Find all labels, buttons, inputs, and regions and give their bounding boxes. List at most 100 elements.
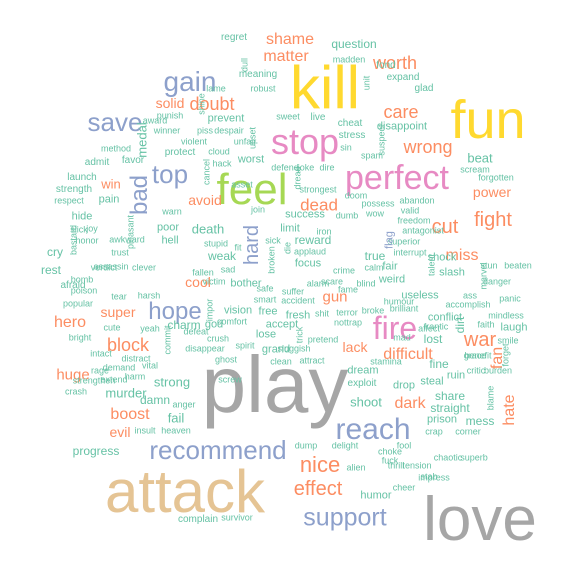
cloud-word: launch <box>67 172 97 183</box>
cloud-word: doom <box>344 190 368 201</box>
cloud-word: winner <box>153 125 181 136</box>
cloud-word: doubt <box>189 94 235 114</box>
cloud-word: stun <box>480 260 498 271</box>
cloud-word: accept <box>265 318 299 331</box>
cloud-word: bother <box>230 277 262 290</box>
cloud-word: dark <box>394 395 426 412</box>
cloud-word: bright <box>68 332 92 343</box>
cloud-word: mess <box>465 414 495 428</box>
cloud-word: tear <box>111 291 127 302</box>
cloud-word: prevent <box>207 112 245 125</box>
cloud-word: dull <box>239 57 250 73</box>
cloud-word: defeat <box>183 326 209 337</box>
cloud-word: die <box>282 241 293 255</box>
cloud-word: humour <box>383 296 415 307</box>
cloud-word: cut <box>431 216 459 238</box>
cloud-word: protect <box>164 147 196 158</box>
cloud-word: despair <box>214 125 244 136</box>
cloud-word: insult <box>134 425 156 436</box>
cloud-word: pain <box>98 193 120 206</box>
cloud-word: crush <box>206 333 230 344</box>
cloud-word: strength <box>55 184 93 195</box>
cloud-word: fail <box>167 410 185 426</box>
cloud-word: pretend <box>307 334 339 345</box>
cloud-word: forget <box>500 343 511 367</box>
cloud-word: weird <box>378 273 406 286</box>
cloud-word: piss <box>196 125 214 136</box>
cloud-word: meaning <box>238 69 278 80</box>
cloud-word: verdict <box>90 262 118 273</box>
cloud-word: question <box>331 37 377 51</box>
cloud-word: calm <box>364 262 384 273</box>
cloud-word: critic <box>466 365 486 376</box>
cloud-word: cry <box>47 245 63 259</box>
cloud-word: cheat <box>337 118 363 129</box>
cloud-word: play <box>201 340 349 429</box>
cloud-word: yeah <box>140 323 160 334</box>
cloud-word: joke <box>297 162 315 173</box>
cloud-word: cloud <box>208 146 230 157</box>
cloud-word: mindless <box>488 310 524 321</box>
cloud-word: lost <box>423 332 443 346</box>
cloud-word: avoid <box>188 192 222 208</box>
cloud-word: recommend <box>149 435 287 465</box>
cloud-word: steal <box>420 375 444 388</box>
cloud-word: talent <box>426 253 437 277</box>
cloud-word: dumb <box>335 210 359 221</box>
cloud-word: god <box>204 318 224 331</box>
cloud-word: fire <box>372 310 418 346</box>
cloud-word: slick <box>70 224 88 235</box>
cloud-word: broken <box>266 246 277 274</box>
cloud-word: distract <box>121 353 151 364</box>
cloud-word: reward <box>294 233 332 247</box>
cloud-word: panic <box>499 293 521 304</box>
cloud-word: medal <box>134 122 150 158</box>
cloud-word: abandon <box>399 195 435 206</box>
cloud-word: crap <box>425 426 443 437</box>
cloud-word: tension <box>402 460 432 471</box>
cloud-word: share <box>434 389 466 403</box>
cloud-word: ruin <box>446 369 466 382</box>
cloud-word: robust <box>250 83 276 94</box>
cloud-word: hope <box>148 298 202 325</box>
cloud-word: madden <box>332 54 366 65</box>
cloud-word: boost <box>110 406 150 423</box>
cloud-word: accident <box>281 295 315 306</box>
cloud-word: save <box>87 107 143 137</box>
cloud-word: hero <box>53 314 87 331</box>
cloud-word: delight <box>331 440 359 451</box>
cloud-word: chaotic <box>433 452 463 463</box>
cloud-word: demand <box>102 362 136 373</box>
cloud-word: nice <box>299 452 341 477</box>
cloud-word: freedom <box>397 215 431 226</box>
cloud-word: stop <box>270 121 340 162</box>
cloud-word: impress <box>418 472 450 483</box>
cloud-word: regret <box>220 32 248 43</box>
cloud-word: stupid <box>203 238 229 249</box>
cloud-word: sick <box>265 235 281 246</box>
cloud-word: fallen <box>192 267 214 278</box>
cloud-word: frantic <box>423 321 449 332</box>
cloud-word: corner <box>455 426 481 437</box>
cloud-word: strong <box>153 374 191 390</box>
cloud-word: commit <box>162 325 173 355</box>
cloud-word: bad <box>126 174 153 216</box>
cloud-word: death <box>191 221 225 237</box>
cloud-word: power <box>472 184 512 200</box>
cloud-word: lack <box>342 339 368 355</box>
cloud-word: useless <box>401 289 439 302</box>
cloud-word: shame <box>265 31 315 48</box>
cloud-word: danger <box>482 276 512 287</box>
cloud-word: join <box>250 204 266 215</box>
cloud-word: wow <box>365 208 385 219</box>
cloud-word: feel <box>216 165 288 214</box>
cloud-word: scare <box>320 276 344 287</box>
cloud-word: comfort <box>216 316 248 327</box>
cloud-word: cancel <box>201 158 212 186</box>
cloud-word: stress <box>338 130 366 141</box>
cloud-word: live <box>310 112 326 123</box>
cloud-word: afraid <box>60 280 86 291</box>
cloud-word: fuck <box>381 455 399 466</box>
cloud-word: win <box>101 176 121 192</box>
cloud-word: war <box>463 329 497 351</box>
